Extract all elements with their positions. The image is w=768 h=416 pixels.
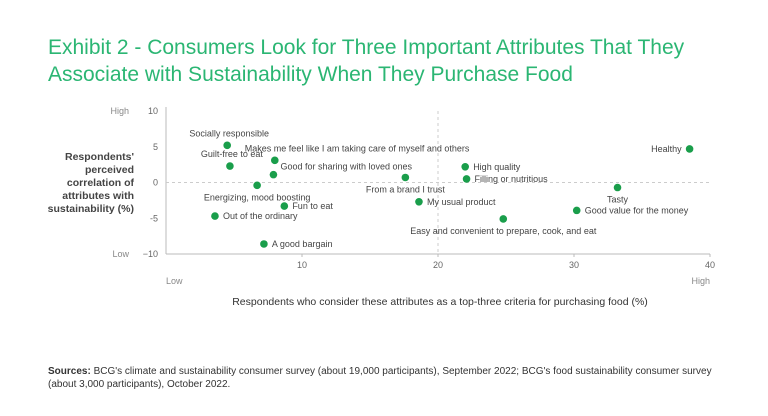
data-point — [280, 202, 289, 210]
sources-text: BCG's climate and sustainability consume… — [48, 366, 712, 390]
data-point-label: A good bargain — [272, 239, 333, 249]
sources-note: Sources: BCG's climate and sustainabilit… — [48, 366, 728, 391]
data-point — [271, 156, 279, 165]
y-axis-label: Respondents' perceived correlation of at… — [47, 151, 134, 215]
x-tick-label: 30 — [569, 260, 579, 270]
x-tick-label: 10 — [297, 260, 307, 270]
data-point — [462, 175, 471, 183]
y-tick-label: 5 — [153, 142, 158, 152]
data-point — [253, 181, 261, 190]
data-point-label: My usual product — [427, 197, 496, 207]
data-point — [685, 145, 694, 153]
data-point — [572, 206, 581, 215]
data-point-label: From a brand I trust — [366, 184, 446, 194]
x-low-label: Low — [166, 276, 183, 286]
data-point-label: Easy and convenient to prepare, cook, an… — [410, 226, 597, 236]
data-point — [211, 212, 219, 220]
data-point — [269, 170, 278, 179]
data-point-label: Socially responsible — [189, 128, 269, 138]
chart-title: Exhibit 2 - Consumers Look for Three Imp… — [48, 36, 685, 86]
data-point — [613, 183, 622, 192]
data-point-label: Good value for the money — [585, 205, 689, 215]
data-point-label: Tasty — [607, 195, 629, 205]
data-point-label: Out of the ordinary — [223, 211, 298, 221]
data-point-label: Healthy — [651, 144, 682, 154]
data-point-label: Good for sharing with loved ones — [280, 162, 412, 172]
data-point — [461, 162, 470, 171]
x-high-label: High — [691, 276, 710, 286]
data-point — [499, 215, 508, 223]
x-tick-label: 40 — [705, 260, 715, 270]
x-tick-label: 20 — [433, 260, 443, 270]
y-tick-label: −10 — [143, 249, 158, 259]
data-point-label: Energizing, mood boosting — [204, 192, 311, 202]
y-low-label: Low — [112, 249, 129, 259]
data-point-label: Guilt-free to eat — [201, 149, 264, 159]
data-point — [260, 240, 268, 248]
data-point-label: Makes me feel like I am taking care of m… — [245, 143, 470, 153]
y-high-label: High — [110, 106, 129, 116]
x-axis-label: Respondents who consider these attribute… — [232, 296, 648, 308]
y-tick-label: -5 — [150, 213, 158, 223]
sources-heading: Sources: — [48, 366, 91, 377]
y-tick-label: 10 — [148, 106, 158, 116]
data-point — [226, 162, 234, 170]
y-tick-label: 0 — [153, 178, 158, 188]
data-point-label: High quality — [473, 162, 521, 172]
data-point — [401, 173, 410, 182]
data-point — [415, 198, 423, 206]
data-point-label: Fun to eat — [292, 201, 333, 211]
data-point-label: Filling or nutritious — [475, 174, 549, 184]
data-point — [223, 141, 231, 150]
